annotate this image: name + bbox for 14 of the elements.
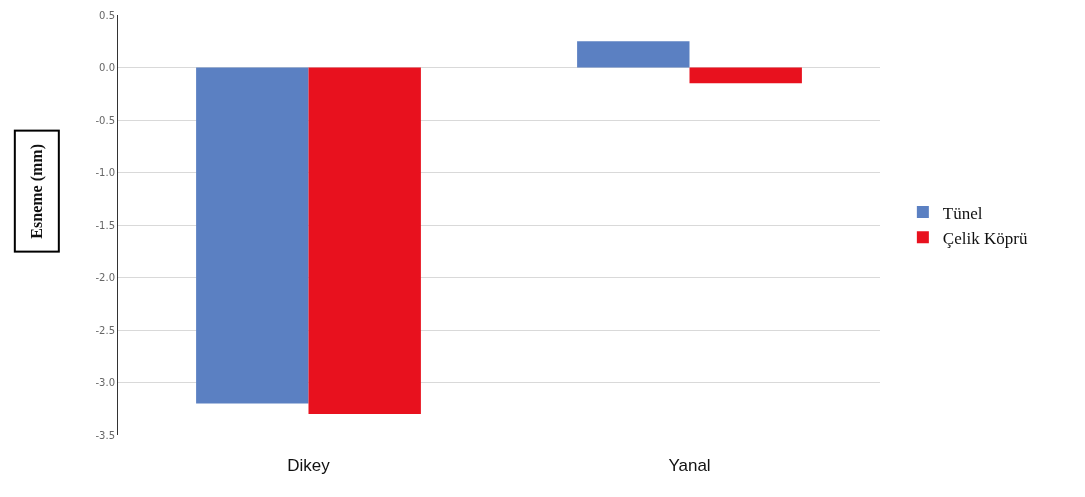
legend-label: Çelik Köprü xyxy=(942,228,1028,248)
y-tick-label: 0.5 xyxy=(99,9,115,21)
legend-label: Tünel xyxy=(942,203,983,223)
x-tick-label: Yanal xyxy=(668,456,711,475)
y-tick-label: -0.5 xyxy=(95,114,115,126)
y-axis-title: Esneme (mm) xyxy=(27,143,46,239)
y-tick-label: -2.5 xyxy=(95,324,115,336)
y-tick-label: 0.0 xyxy=(99,62,115,73)
y-tick-label: -2.0 xyxy=(95,272,115,283)
y-tick-label: -3.0 xyxy=(95,377,115,388)
y-tick-label: -1.0 xyxy=(95,167,115,178)
x-tick-label: Dikey xyxy=(287,456,331,475)
y-tick-label: -3.5 xyxy=(95,429,115,441)
y-tick-label: -1.5 xyxy=(95,219,115,231)
